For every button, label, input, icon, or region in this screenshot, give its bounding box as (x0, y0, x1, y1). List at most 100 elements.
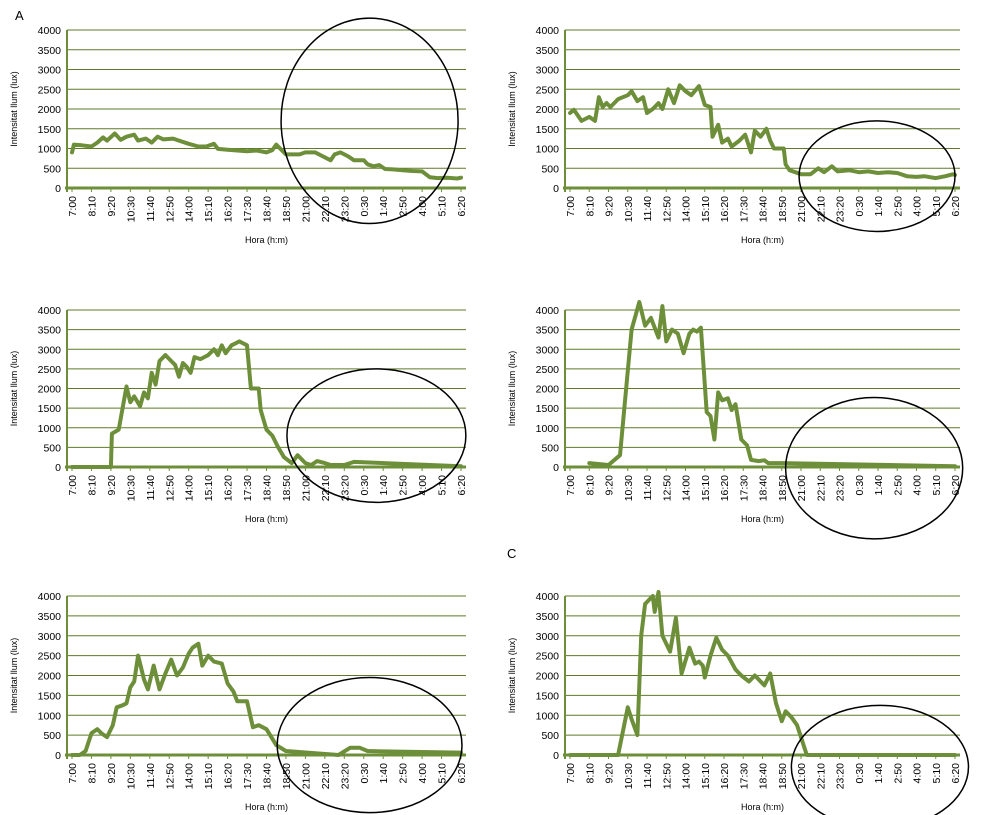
y-tick-label: 1500 (38, 403, 62, 415)
x-tick-label: 8:10 (86, 475, 98, 496)
x-tick-label: 6:20 (950, 763, 962, 784)
x-tick-label: 5:10 (931, 763, 943, 784)
x-tick-label: 11:40 (145, 196, 157, 222)
x-tick-label: 23:20 (339, 196, 351, 222)
x-tick-label: 10:30 (125, 475, 137, 501)
x-tick-label: 8:10 (584, 196, 596, 217)
x-tick-label: 16:20 (223, 763, 235, 789)
x-tick-label: 0:30 (854, 763, 866, 784)
x-tick-label: 5:10 (437, 196, 449, 217)
x-tick-label: 12:50 (164, 475, 176, 501)
y-tick-label: 1500 (536, 124, 560, 136)
x-tick-label: 4:00 (912, 475, 924, 496)
x-tick-label: 5:10 (437, 763, 449, 784)
y-tick-label: 0 (55, 750, 61, 762)
x-tick-label: 7:00 (565, 196, 577, 217)
y-tick-label: 3000 (536, 344, 560, 356)
y-tick-label: 1000 (38, 710, 62, 722)
x-tick-label: 12:50 (661, 196, 673, 222)
x-tick-label: 17:30 (738, 475, 750, 501)
x-tick-label: 8:10 (86, 196, 98, 217)
x-tick-label: 15:10 (700, 763, 712, 789)
series-line (587, 300, 957, 469)
y-tick-label: 1500 (38, 124, 62, 136)
x-tick-label: 10:30 (623, 196, 635, 222)
x-tick-label: 21:00 (300, 763, 312, 789)
chart-panel-3: 0 500 1000 1500 2000 2500 3000 3500 4000 7:00 8:10… (9, 305, 468, 524)
x-tick-label: 12:50 (661, 475, 673, 501)
chart-panel-2: 0 500 1000 1500 2000 2500 3000 3500 4000 7:00 8:10… (507, 25, 962, 245)
x-tick-label: 2:50 (892, 763, 904, 784)
x-tick-label: 16:20 (719, 475, 731, 501)
x-tick-label: 18:50 (777, 763, 789, 789)
x-tick-label: 15:10 (203, 196, 215, 222)
x-tick-label: 23:20 (339, 763, 351, 789)
x-tick-label: 7:00 (67, 475, 79, 496)
x-tick-label: 14:00 (681, 475, 693, 501)
x-tick-label: 21:00 (796, 196, 808, 222)
x-tick-label: 17:30 (242, 475, 254, 501)
x-tick-label: 21:00 (796, 475, 808, 501)
x-tick-label: 4:00 (417, 763, 429, 784)
x-tick-label: 18:40 (758, 763, 770, 789)
x-tick-label: 9:20 (604, 763, 616, 784)
chart-panel-1: 0 500 1000 1500 2000 2500 3000 3500 4000 7:00 8:10… (9, 17, 468, 245)
x-tick-label: 8:10 (584, 763, 596, 784)
x-tick-label: 7:00 (565, 475, 577, 496)
x-tick-label: 9:20 (106, 475, 118, 496)
y-tick-label: 0 (553, 750, 559, 762)
x-tick-label: 14:00 (184, 196, 196, 222)
x-tick-label: 22:10 (815, 763, 827, 789)
x-axis-title: Hora (h:m) (741, 235, 784, 245)
series-line (568, 83, 957, 181)
y-tick-label: 500 (43, 730, 61, 742)
x-tick-label: 18:50 (281, 196, 293, 222)
y-tick-label: 2000 (536, 384, 560, 396)
x-tick-label: 22:10 (815, 475, 827, 501)
x-tick-label: 14:00 (184, 763, 196, 789)
x-tick-label: 9:20 (604, 196, 616, 217)
x-tick-label: 15:10 (700, 475, 712, 501)
x-tick-label: 12:50 (164, 196, 176, 222)
x-tick-label: 2:50 (398, 196, 410, 217)
y-tick-label: 2500 (536, 84, 560, 96)
y-axis-title: Intensitat llum (lux) (507, 71, 517, 147)
x-tick-label: 10:30 (125, 196, 137, 222)
y-tick-label: 2000 (536, 671, 560, 683)
y-axis-title: Intensitat llum (lux) (9, 638, 19, 714)
x-tick-label: 16:20 (223, 475, 235, 501)
x-tick-label: 1:40 (378, 196, 390, 217)
night-highlight-ellipse (798, 120, 956, 233)
x-tick-label: 9:20 (604, 475, 616, 496)
y-tick-label: 2500 (536, 364, 560, 376)
x-tick-label: 2:50 (398, 475, 410, 496)
x-tick-label: 15:10 (203, 763, 215, 789)
night-highlight-ellipse (784, 396, 964, 540)
x-tick-label: 0:30 (359, 475, 371, 496)
y-tick-label: 3500 (536, 45, 560, 57)
y-tick-label: 3000 (38, 631, 62, 643)
series-line (70, 641, 463, 757)
y-tick-label: 3500 (38, 611, 62, 623)
night-highlight-ellipse (280, 17, 459, 225)
y-tick-label: 4000 (536, 591, 560, 603)
x-tick-label: 22:10 (815, 196, 827, 222)
y-axis-title: Intensitat llum (lux) (507, 638, 517, 714)
y-tick-label: 2500 (38, 84, 62, 96)
x-tick-label: 1:40 (873, 196, 885, 217)
x-tick-label: 1:40 (873, 475, 885, 496)
x-tick-label: 18:40 (758, 475, 770, 501)
y-tick-label: 1000 (536, 144, 560, 156)
y-axis-title: Intensitat llum (lux) (9, 351, 19, 427)
panel-letter-c: C (507, 546, 517, 561)
x-tick-label: 17:30 (242, 763, 254, 789)
series-line (70, 339, 463, 469)
y-axis-title: Intensitat llum (lux) (507, 351, 517, 427)
y-tick-label: 500 (541, 442, 559, 454)
x-tick-label: 6:20 (456, 763, 468, 784)
x-tick-label: 10:30 (623, 763, 635, 789)
x-axis-title: Hora (h:m) (245, 514, 288, 524)
chart-panel-5: 0 500 1000 1500 2000 2500 3000 3500 4000 7:00 8:10… (9, 591, 468, 814)
x-tick-label: 9:20 (106, 763, 118, 784)
y-tick-label: 3000 (536, 65, 560, 77)
